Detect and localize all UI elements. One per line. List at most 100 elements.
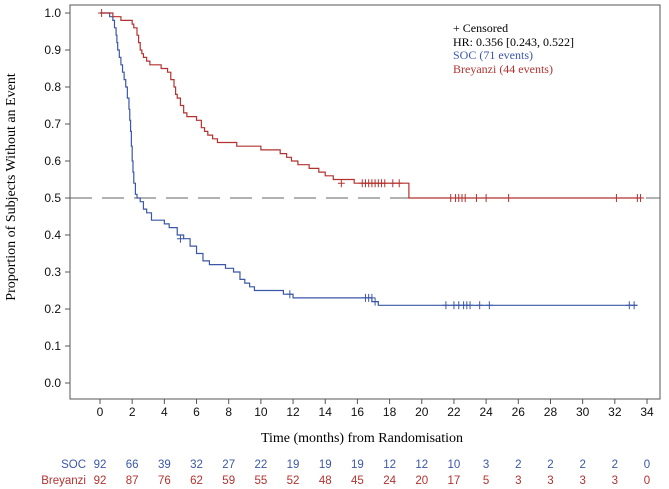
censor-mark-breyanzi xyxy=(389,179,397,188)
y-tick-label: 0.1 xyxy=(44,339,61,353)
risk-count: 32 xyxy=(190,459,203,471)
x-tick-label: 22 xyxy=(447,405,461,419)
x-tick-label: 24 xyxy=(479,405,493,419)
legend-hr: HR: 0.356 [0.243, 0.522] xyxy=(453,35,574,49)
risk-count: 12 xyxy=(415,459,428,471)
legend: + Censored HR: 0.356 [0.243, 0.522] SOC … xyxy=(453,21,574,76)
censor-mark-breyanzi xyxy=(395,179,403,188)
censor-mark-breyanzi xyxy=(337,179,345,188)
censor-mark-breyanzi xyxy=(472,194,480,202)
risk-count: 24 xyxy=(383,475,396,487)
risk-count: 92 xyxy=(94,475,107,487)
y-tick-label: 0.9 xyxy=(44,43,61,57)
risk-count: 3 xyxy=(483,459,489,471)
x-tick-label: 26 xyxy=(512,405,526,419)
risk-count: 2 xyxy=(612,459,618,471)
x-tick-label: 6 xyxy=(193,405,200,419)
x-tick-label: 34 xyxy=(640,405,654,419)
legend-censored: + Censored xyxy=(453,21,508,35)
x-tick-label: 0 xyxy=(97,405,104,419)
risk-count: 55 xyxy=(254,475,267,487)
km-curve-soc xyxy=(100,12,638,306)
censor-mark-breyanzi xyxy=(612,194,620,202)
censor-marks xyxy=(98,9,645,310)
x-tick-label: 14 xyxy=(319,405,333,419)
risk-count: 52 xyxy=(287,475,300,487)
risk-count: 39 xyxy=(158,459,171,471)
x-axis-ticks: 0 2 4 6 8 10 12 14 16 18 20 22 24 26 28 30 32 34 xyxy=(97,399,654,419)
x-tick-label: 16 xyxy=(351,405,365,419)
censor-mark-breyanzi xyxy=(98,9,106,17)
risk-count: 3 xyxy=(579,475,585,487)
risk-row-label: Breyanzi xyxy=(41,475,86,487)
risk-count: 0 xyxy=(644,459,650,471)
censor-mark-soc xyxy=(371,297,379,306)
risk-count: 22 xyxy=(254,459,267,471)
y-axis-ticks: 0.0 0.1 0.2 0.3 0.4 0.5 0.6 0.7 0.8 0.9 1.0 xyxy=(44,6,70,390)
censor-mark-breyanzi xyxy=(505,194,513,202)
x-tick-label: 10 xyxy=(254,405,268,419)
survival-curves xyxy=(100,12,641,306)
censor-mark-breyanzi xyxy=(381,179,389,188)
y-tick-label: 0.5 xyxy=(44,191,61,205)
risk-count: 20 xyxy=(415,475,428,487)
risk-count: 5 xyxy=(483,475,489,487)
plot-frame xyxy=(69,4,661,400)
risk-count: 0 xyxy=(644,475,650,487)
risk-table: SOC 92 66 39 32 27 22 19 19 19 12 12 10 3 2 2 2 2 0Breyanz… xyxy=(41,459,650,487)
y-tick-label: 0.2 xyxy=(44,302,61,316)
censor-mark-breyanzi xyxy=(461,194,469,202)
risk-count: 3 xyxy=(547,475,553,487)
censor-mark-breyanzi xyxy=(482,194,490,202)
y-tick-label: 0.7 xyxy=(44,117,61,131)
risk-count: 3 xyxy=(515,475,521,487)
censor-mark-soc xyxy=(286,290,294,299)
x-tick-label: 28 xyxy=(544,405,558,419)
censor-mark-soc xyxy=(442,301,450,310)
censor-mark-soc xyxy=(368,293,376,302)
risk-count: 19 xyxy=(319,459,332,471)
risk-count: 92 xyxy=(94,459,107,471)
legend-soc: SOC (71 events) xyxy=(453,48,533,62)
x-tick-label: 12 xyxy=(286,405,300,419)
risk-count: 3 xyxy=(612,475,618,487)
y-tick-label: 0.6 xyxy=(44,154,61,168)
x-axis-label: Time (months) from Randomisation xyxy=(261,431,463,446)
risk-count: 2 xyxy=(515,459,521,471)
risk-row-label: SOC xyxy=(61,459,86,471)
x-tick-label: 20 xyxy=(415,405,429,419)
risk-count: 12 xyxy=(383,459,396,471)
y-axis-label: Proportion of Subjects Without an Event xyxy=(4,73,19,301)
risk-count: 17 xyxy=(448,475,461,487)
risk-count: 59 xyxy=(222,475,235,487)
y-tick-label: 1.0 xyxy=(44,6,61,20)
censor-mark-soc xyxy=(176,234,184,243)
censor-mark-soc xyxy=(476,301,484,310)
x-tick-label: 2 xyxy=(129,405,136,419)
risk-count: 10 xyxy=(448,459,461,471)
risk-count: 19 xyxy=(351,459,364,471)
risk-count: 76 xyxy=(158,475,171,487)
risk-count: 48 xyxy=(319,475,332,487)
x-tick-label: 8 xyxy=(225,405,232,419)
legend-breyanzi: Breyanzi (44 events) xyxy=(453,62,553,76)
x-tick-label: 18 xyxy=(383,405,397,419)
y-tick-label: 0.8 xyxy=(44,80,61,94)
risk-count: 27 xyxy=(222,459,235,471)
x-tick-label: 32 xyxy=(608,405,622,419)
risk-count: 87 xyxy=(126,475,139,487)
y-tick-label: 0.4 xyxy=(44,228,61,242)
censor-mark-soc xyxy=(630,301,638,310)
censor-mark-breyanzi xyxy=(637,194,645,202)
y-tick-label: 0.3 xyxy=(44,265,61,279)
censor-mark-soc xyxy=(485,301,493,310)
risk-count: 62 xyxy=(190,475,203,487)
risk-count: 45 xyxy=(351,475,364,487)
y-tick-label: 0.0 xyxy=(44,376,61,390)
x-tick-label: 30 xyxy=(576,405,590,419)
x-tick-label: 4 xyxy=(161,405,168,419)
risk-count: 2 xyxy=(547,459,553,471)
censor-mark-soc xyxy=(466,301,474,310)
km-curve-breyanzi xyxy=(100,12,641,199)
